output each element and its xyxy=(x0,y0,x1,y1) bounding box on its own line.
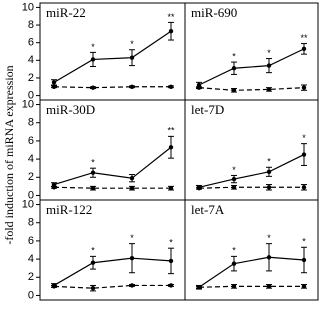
data-point xyxy=(231,176,237,182)
data-line xyxy=(53,146,172,186)
y-tick-label: 4 xyxy=(28,54,34,66)
y-tick-label: 2 xyxy=(28,72,34,84)
y-tick-label: 8 xyxy=(28,217,34,229)
data-point xyxy=(196,85,202,90)
significance-marker: * xyxy=(91,246,95,256)
data-point xyxy=(266,169,272,175)
panel-title: miR-30D xyxy=(46,102,95,117)
data-point xyxy=(231,284,237,289)
y-tick-label: 8 xyxy=(28,19,34,31)
data-point xyxy=(231,88,237,93)
data-line xyxy=(53,284,171,289)
data-point xyxy=(51,284,57,289)
y-tick-label: 4 xyxy=(28,153,34,165)
data-point xyxy=(129,255,135,261)
data-point xyxy=(231,66,237,71)
data-point xyxy=(301,284,307,289)
significance-marker: * xyxy=(130,233,134,243)
y-tick-label: 6 xyxy=(28,37,34,49)
data-point xyxy=(168,84,174,89)
data-point xyxy=(51,80,57,85)
significance-marker: * xyxy=(232,165,236,175)
data-point xyxy=(168,258,174,264)
y-tick-label: 8 xyxy=(28,117,34,129)
data-point xyxy=(168,145,174,150)
y-tick-label: 6 xyxy=(28,135,34,147)
y-tick-label: 10 xyxy=(22,198,34,210)
data-line xyxy=(53,86,171,89)
significance-marker: * xyxy=(130,39,134,49)
data-point xyxy=(90,170,96,175)
data-line xyxy=(198,285,304,288)
y-tick-label: 2 xyxy=(28,271,34,283)
data-point xyxy=(266,87,272,92)
data-line xyxy=(198,154,305,188)
data-point xyxy=(168,185,174,191)
y-tick-label: 2 xyxy=(28,171,34,183)
data-point xyxy=(90,260,96,265)
significance-marker: * xyxy=(267,233,271,243)
data-point xyxy=(90,57,96,62)
data-point xyxy=(301,152,307,157)
y-tick-label: 0 xyxy=(28,289,34,301)
data-point xyxy=(266,185,272,190)
y-axis-label: -fold induction of miRNA expression xyxy=(2,65,16,244)
data-point xyxy=(266,284,272,289)
significance-marker: * xyxy=(91,42,95,52)
panel-title: let-7D xyxy=(191,102,224,117)
significance-marker: ** xyxy=(300,33,308,43)
data-line xyxy=(198,256,305,288)
significance-marker: * xyxy=(267,48,271,58)
data-point xyxy=(90,85,96,90)
significance-marker: * xyxy=(232,246,236,256)
y-tick-label: 10 xyxy=(22,1,34,13)
data-point xyxy=(196,185,202,191)
data-point xyxy=(90,185,96,191)
data-point xyxy=(129,185,135,191)
data-line xyxy=(53,186,171,189)
data-line xyxy=(198,87,305,91)
y-tick-label: 4 xyxy=(28,253,34,265)
data-point xyxy=(301,257,307,263)
data-point xyxy=(196,285,202,290)
panel-title: miR-22 xyxy=(46,5,86,20)
data-point xyxy=(266,255,272,260)
data-point xyxy=(266,63,272,68)
data-line xyxy=(53,257,172,286)
y-tick-label: 6 xyxy=(28,235,34,247)
significance-marker: * xyxy=(232,51,236,61)
data-point xyxy=(129,283,135,288)
data-point xyxy=(168,29,174,34)
data-line xyxy=(198,48,305,86)
data-point xyxy=(168,283,174,288)
significance-marker: * xyxy=(302,237,306,247)
data-point xyxy=(51,84,57,89)
data-point xyxy=(231,261,237,266)
data-line xyxy=(53,30,172,83)
panel-title: miR-690 xyxy=(191,5,237,20)
data-point xyxy=(129,84,135,89)
data-point xyxy=(51,185,57,190)
significance-marker: ** xyxy=(167,12,175,22)
data-point xyxy=(301,185,307,190)
data-line xyxy=(198,186,304,189)
significance-marker: * xyxy=(91,158,95,168)
data-point xyxy=(129,175,135,181)
panel-title: miR-122 xyxy=(46,202,92,217)
y-tick-label: 0 xyxy=(28,89,34,101)
panel-title: let-7A xyxy=(191,202,225,217)
significance-marker: * xyxy=(302,133,306,143)
data-point xyxy=(301,85,307,90)
panel-frame xyxy=(184,199,319,301)
y-tick-label: 10 xyxy=(22,98,34,110)
data-point xyxy=(231,185,237,190)
data-point xyxy=(301,46,307,52)
significance-marker: ** xyxy=(167,126,175,136)
significance-marker: * xyxy=(169,238,173,248)
y-tick-label: 0 xyxy=(28,189,34,201)
significance-marker: * xyxy=(267,157,271,167)
data-point xyxy=(90,285,96,291)
data-point xyxy=(129,55,135,60)
